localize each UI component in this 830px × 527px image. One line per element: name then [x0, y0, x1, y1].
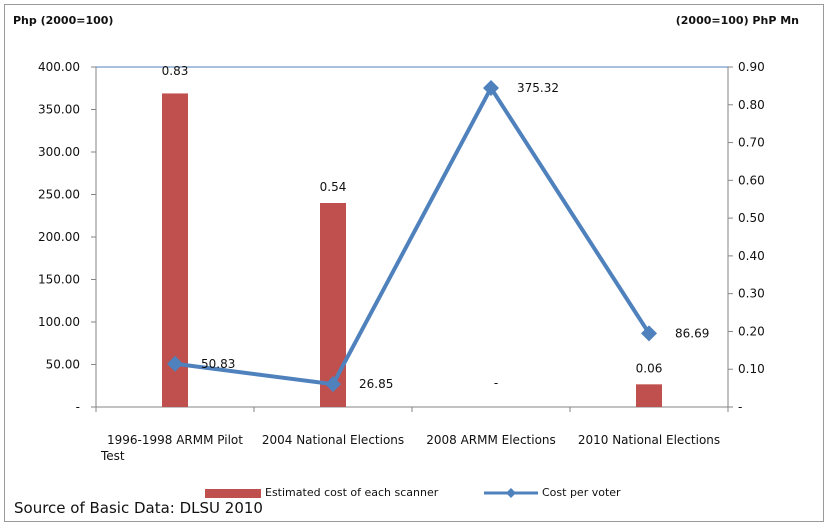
x-axis-category-label: 1996-1998 ARMM Pilot Test: [95, 432, 255, 464]
y-axis-left-title: Php (2000=100): [13, 14, 114, 27]
line-data-label: 375.32: [517, 81, 559, 95]
y-right-tick-label: 0.10: [738, 362, 765, 376]
legend-item-voter: Cost per voter: [482, 486, 621, 499]
x-axis-category-label-line: Test: [101, 449, 125, 463]
line-point-marker: [325, 376, 341, 393]
y-left-tick-label: 200.00: [38, 230, 80, 244]
y-right-tick-label: 0.20: [738, 324, 765, 338]
legend-item-scanner: Estimated cost of each scanner: [205, 486, 438, 499]
line-data-label: 26.85: [359, 377, 393, 391]
y-left-tick-label: 250.00: [38, 188, 80, 202]
line-cost-per-voter: [174, 85, 651, 387]
y-left-tick-label: 150.00: [38, 273, 80, 287]
line-data-label: 50.83: [201, 357, 235, 371]
line-point-marker: [167, 355, 183, 372]
y-axis-right-title: (2000=100) PhP Mn: [675, 14, 799, 27]
y-left-tick-label: 300.00: [38, 145, 80, 159]
y-right-tick-label: 0.60: [738, 173, 765, 187]
y-right-tick-label: -: [738, 400, 742, 414]
x-axis-category-label: 2004 National Elections: [253, 432, 413, 448]
y-left-tick-label: -: [76, 400, 80, 414]
line-data-label: 86.69: [675, 326, 709, 340]
y-right-tick-label: 0.50: [738, 211, 765, 225]
legend-label-voter: Cost per voter: [542, 486, 621, 499]
bar-scanner-cost: [636, 384, 662, 407]
bar-data-label: -: [494, 376, 498, 390]
chart-frame: [4, 4, 824, 522]
bar-data-label: 0.06: [636, 361, 663, 375]
legend-label-scanner: Estimated cost of each scanner: [265, 486, 439, 499]
bar-data-label: 0.54: [320, 180, 347, 194]
x-axis-category-label-line: 2008 ARMM Elections: [426, 433, 556, 447]
bar-scanner-cost: [320, 203, 346, 407]
bar-data-label: 0.83: [162, 64, 189, 78]
x-axis-category-label-line: 2004 National Elections: [261, 433, 405, 447]
x-axis-category-label-line: 2010 National Elections: [577, 433, 721, 447]
y-left-tick-label: 50.00: [46, 358, 80, 372]
y-right-tick-label: 0.70: [738, 136, 765, 150]
x-axis-category-label-line: 1996-1998 ARMM Pilot: [107, 433, 243, 447]
y-left-tick-label: 350.00: [38, 103, 80, 117]
y-right-tick-label: 0.80: [738, 98, 765, 112]
line-point-marker: [641, 325, 657, 342]
legend-swatch-voter: [484, 488, 538, 498]
y-left-tick-label: 100.00: [38, 315, 80, 329]
y-right-tick-label: 0.90: [738, 60, 765, 74]
x-axis-category-label: 2010 National Elections: [569, 432, 729, 448]
legend-swatch-scanner: [205, 488, 261, 498]
y-right-tick-label: 0.40: [738, 249, 765, 263]
x-axis-category-label: 2008 ARMM Elections: [411, 432, 571, 448]
y-left-tick-label: 400.00: [38, 60, 80, 74]
source-note: Source of Basic Data: DLSU 2010: [14, 499, 263, 517]
y-right-tick-label: 0.30: [738, 287, 765, 301]
line-point-marker: [483, 79, 499, 96]
bar-scanner-cost: [162, 93, 188, 407]
